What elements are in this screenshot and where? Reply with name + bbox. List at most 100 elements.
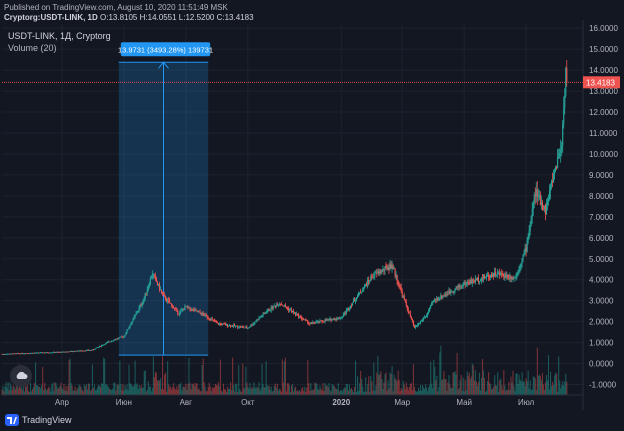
candle-body <box>361 292 363 293</box>
volume-bar <box>277 390 279 395</box>
volume-bar <box>38 386 40 395</box>
volume-bar <box>51 384 53 395</box>
legend-symbol[interactable]: USDT-LINK, 1Д, Cryptorg <box>8 31 111 41</box>
volume-bar <box>287 383 290 395</box>
volume-bar <box>489 382 491 395</box>
volume-bar <box>376 372 378 395</box>
volume-bar <box>193 382 195 395</box>
candle-body <box>440 295 442 299</box>
volume-bar <box>554 375 556 395</box>
candle-body <box>353 299 356 302</box>
volume-bar <box>45 388 47 395</box>
candle-body <box>383 268 385 271</box>
cloud-button[interactable] <box>10 365 32 387</box>
candle-body <box>219 323 221 325</box>
candle-body <box>509 275 511 279</box>
volume-bar <box>115 390 117 395</box>
candle-body <box>89 350 91 351</box>
volume-bar <box>536 347 538 395</box>
candle-body <box>527 237 529 241</box>
volume-bar <box>321 390 323 395</box>
candle-body <box>126 329 128 334</box>
candle-body <box>399 286 401 288</box>
volume-bar <box>471 363 473 395</box>
candle-body <box>259 317 261 319</box>
time-axis[interactable]: Апр Июн Авг Окт 2020 Мар Май Июл <box>2 394 583 407</box>
volume-bar <box>484 391 487 395</box>
candle-body <box>102 345 104 347</box>
candle-body <box>99 345 101 347</box>
candle-body <box>430 305 432 308</box>
volume-bar <box>561 385 563 395</box>
candle-body <box>551 180 553 186</box>
candle-body <box>420 320 423 322</box>
candle-body <box>285 306 288 309</box>
candle-body <box>418 322 421 324</box>
candle-body <box>410 316 412 320</box>
volume-bar <box>509 390 511 395</box>
volume-bar <box>387 380 389 395</box>
volume-bar <box>274 383 276 395</box>
published-notice: Published on TradingView.com, August 10,… <box>4 3 228 12</box>
candle-body <box>271 306 273 309</box>
candle-body <box>30 352 33 354</box>
legend-volume[interactable]: Volume (20) <box>8 43 57 53</box>
brand-name: TradingView <box>22 415 72 425</box>
volume-bars <box>1 345 568 395</box>
volume-bar <box>237 391 239 395</box>
volume-bar <box>93 384 96 395</box>
volume-bar <box>498 391 500 395</box>
volume-bar <box>411 390 413 395</box>
volume-bar <box>468 372 470 395</box>
volume-bar <box>212 387 214 395</box>
candle-body <box>363 288 365 291</box>
measure-tool[interactable]: 13.9731 (3493.28%) 139731 <box>118 42 213 356</box>
candle-body <box>435 298 437 301</box>
tradingview-brand[interactable]: TradingView <box>5 412 72 428</box>
candle-body <box>329 318 331 320</box>
volume-bar <box>74 386 76 395</box>
price-axis[interactable]: -1.0000 0.0000 1.0000 2.0000 3.0000 4.0000 5.0… <box>582 0 624 431</box>
candle-body <box>224 324 227 326</box>
volume-bar <box>355 391 358 395</box>
candle-body <box>520 263 522 267</box>
volume-bar <box>534 378 536 395</box>
volume-bar <box>133 385 135 395</box>
candle-body <box>513 277 515 279</box>
volume-bar <box>481 359 484 395</box>
volume-bar <box>311 390 313 395</box>
candle-body <box>429 307 431 312</box>
candle-body <box>51 352 53 354</box>
candle-body <box>446 293 448 295</box>
volume-bar <box>13 387 15 395</box>
volume-bar <box>557 391 559 395</box>
volume-bar <box>344 388 346 395</box>
volume-bar <box>324 382 326 395</box>
candle-body <box>566 67 568 83</box>
candle-body <box>560 150 562 153</box>
candle-body <box>63 351 65 353</box>
candle-body <box>36 352 38 354</box>
candle-body <box>240 326 242 328</box>
candle-body <box>160 289 163 292</box>
volume-bar <box>467 375 469 395</box>
volume-bar <box>518 374 520 395</box>
candle-body <box>402 295 404 297</box>
volume-bar <box>254 387 256 395</box>
volume-bar <box>435 380 437 395</box>
candle-body <box>56 352 58 353</box>
candle-body <box>22 353 24 355</box>
volume-bar <box>547 355 550 395</box>
candle-body <box>15 353 17 355</box>
candle-body <box>521 258 523 264</box>
volume-bar <box>58 388 60 395</box>
time-tick-label: Июл <box>518 398 535 407</box>
candle-body <box>171 303 173 305</box>
candle-body <box>342 314 344 317</box>
candle-body <box>39 352 41 354</box>
volume-bar <box>393 374 395 395</box>
candle-body <box>539 194 541 206</box>
candle-body <box>70 351 72 352</box>
volume-bar <box>149 386 151 395</box>
